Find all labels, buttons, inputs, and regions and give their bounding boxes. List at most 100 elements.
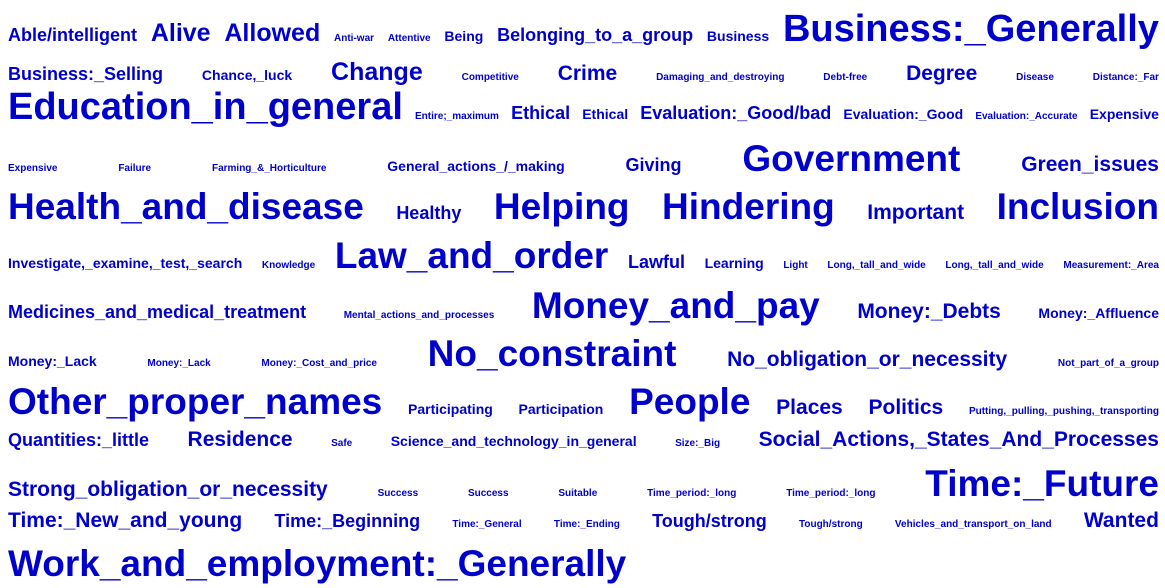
cloud-word: Allowed: [224, 19, 321, 47]
cloud-word: Money:_Lack: [8, 353, 97, 369]
cloud-word: Money:_Lack: [147, 358, 211, 369]
cloud-word: Chance,_luck: [201, 67, 293, 83]
word-row: Other_proper_names Participating Participa…: [8, 383, 1159, 420]
cloud-word: Long,_tall_and_wide: [945, 260, 1044, 271]
cloud-word: Quantities:_little: [8, 430, 150, 450]
cloud-word: Time:_Ending: [553, 519, 620, 530]
cloud-word: Important: [867, 201, 965, 224]
cloud-word: Money:_Affluence: [1038, 305, 1159, 321]
cloud-word: Politics: [868, 396, 944, 419]
cloud-word: Time_period:_long: [647, 488, 737, 499]
word-row: Health_and_disease Healthy Helping Hinderin…: [8, 188, 1159, 225]
cloud-word: General_actions_/_making: [387, 158, 565, 174]
cloud-word: Success: [377, 488, 419, 499]
cloud-word: Education_in_general: [8, 86, 403, 128]
cloud-word: Ethical: [582, 106, 629, 122]
cloud-word: Time:_Future: [925, 463, 1159, 504]
cloud-word: Tough/strong: [652, 511, 767, 531]
word-row: Education_in_general Entire;_maximum Ethic…: [8, 88, 1159, 126]
cloud-word: Evaluation:_Good/bad: [640, 103, 832, 123]
cloud-word: Ethical: [511, 103, 571, 123]
cloud-word: No_obligation_or_necessity: [727, 348, 1008, 371]
cloud-word: Tough/strong: [798, 519, 863, 530]
cloud-word: Knowledge: [261, 260, 316, 271]
cloud-word: Health_and_disease: [8, 186, 364, 227]
cloud-word: No_constraint: [427, 333, 677, 374]
cloud-word: Competitive: [461, 72, 519, 83]
word-row: Strong_obligation_or_necessity Success Suc…: [8, 465, 1159, 502]
cloud-word: Business: [706, 28, 770, 44]
cloud-word: Damaging_and_destroying: [656, 72, 785, 83]
cloud-word: Distance:_Far: [1092, 72, 1159, 83]
cloud-word: Lawful: [627, 252, 685, 272]
cloud-word: Giving: [625, 155, 682, 175]
cloud-word: Inclusion: [996, 186, 1159, 227]
cloud-word: Not_part_of_a_group: [1057, 358, 1159, 369]
cloud-word: Alive: [150, 19, 211, 47]
cloud-word: Medicines_and_medical_treatment: [8, 302, 307, 322]
cloud-word: Mental_actions_and_processes: [343, 310, 495, 321]
word-row: Able/intelligent Alive Allowed Anti-war Atte…: [8, 10, 1159, 48]
cloud-word: Participation: [518, 401, 604, 417]
cloud-word: Putting,_pulling,_pushing,_transporting: [968, 406, 1159, 417]
cloud-word: Helping: [493, 186, 630, 227]
word-row: Medicines_and_medical_treatment Mental_ac…: [8, 287, 1159, 324]
cloud-word: Law_and_order: [334, 235, 609, 276]
cloud-word: Participating: [408, 401, 493, 417]
cloud-word: Green_issues: [1021, 153, 1159, 176]
cloud-word: Anti-war: [334, 33, 375, 44]
cloud-word: Government: [742, 138, 961, 179]
cloud-word: Residence: [187, 428, 293, 451]
cloud-word: Time:_General: [452, 519, 522, 530]
cloud-word: Business:_Selling: [8, 64, 164, 84]
cloud-word: Expensive: [1089, 106, 1159, 122]
cloud-word: Being: [444, 28, 484, 44]
word-row: Investigate,_examine,_test,_search Knowle…: [8, 237, 1159, 274]
cloud-word: Expensive: [8, 163, 58, 174]
cloud-word: Places: [776, 396, 843, 419]
cloud-word: Social_Actions,_States_And_Processes: [758, 428, 1159, 451]
cloud-word: Measurement:_Area: [1063, 260, 1159, 271]
cloud-word: Light: [783, 260, 808, 271]
cloud-word: Able/intelligent: [8, 25, 138, 45]
word-row: Quantities:_little Residence Safe Science_a…: [8, 429, 1159, 450]
cloud-word: Work_and_employment:_Generally: [8, 543, 627, 584]
cloud-word: Evaluation:_Good: [843, 106, 964, 122]
word-row: Money:_Lack Money:_Lack Money:_Cost_and_pr…: [8, 335, 1159, 372]
cloud-word: Success: [467, 488, 509, 499]
cloud-word: Money:_Debts: [857, 300, 1001, 323]
cloud-word: Healthy: [396, 203, 462, 223]
cloud-word: Attentive: [387, 33, 431, 44]
word-row: Work_and_employment:_Generally: [8, 545, 1159, 582]
cloud-word: Strong_obligation_or_necessity: [8, 478, 328, 501]
cloud-word: Wanted: [1083, 509, 1159, 532]
cloud-word: Business:_Generally: [782, 8, 1159, 50]
word-row: Expensive Failure Farming_&_Horticulture Ge…: [8, 140, 1159, 177]
cloud-word: Farming_&_Horticulture: [211, 163, 327, 174]
cloud-word: Evaluation:_Accurate: [975, 111, 1078, 122]
word-row: Time:_New_and_young Time:_Beginning Time:_…: [8, 510, 1159, 531]
cloud-word: Science_and_technology_in_general: [390, 433, 637, 449]
cloud-word: Time:_New_and_young: [8, 509, 243, 532]
cloud-word: Other_proper_names: [8, 381, 383, 422]
cloud-word: Debt-free: [823, 72, 868, 83]
cloud-word: Failure: [118, 163, 152, 174]
cloud-word: Time_period:_long: [786, 488, 876, 499]
cloud-word: Time:_Beginning: [274, 511, 421, 531]
cloud-word: Long,_tall_and_wide: [827, 260, 926, 271]
cloud-word: Money:_Cost_and_price: [261, 358, 377, 369]
cloud-word: Degree: [906, 62, 978, 85]
cloud-word: Entire;_maximum: [415, 111, 499, 122]
cloud-word: Change: [331, 58, 423, 86]
cloud-word: Crime: [557, 62, 618, 85]
cloud-word: Safe: [331, 438, 353, 449]
cloud-word: Disease: [1016, 72, 1054, 83]
cloud-word: Investigate,_examine,_test,_search: [8, 255, 243, 271]
word-row: Business:_Selling Chance,_luck Change Compe…: [8, 60, 1159, 85]
cloud-word: Suitable: [558, 488, 598, 499]
cloud-word: Belonging_to_a_group: [497, 25, 694, 45]
cloud-word: Hindering: [662, 186, 835, 227]
cloud-word: People: [629, 381, 751, 422]
cloud-word: Vehicles_and_transport_on_land: [894, 519, 1052, 530]
